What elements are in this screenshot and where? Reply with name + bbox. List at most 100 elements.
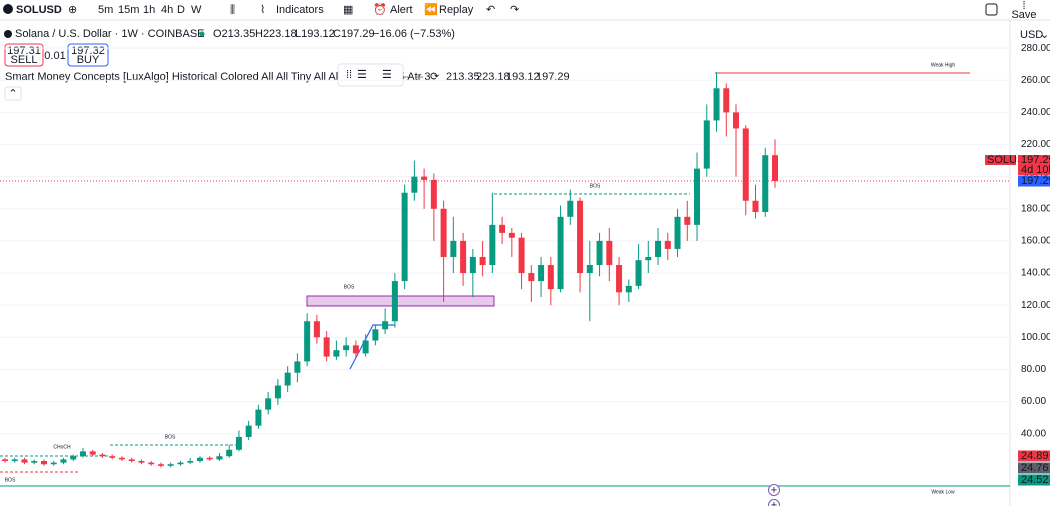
candle-body (518, 237, 525, 274)
annotation-label: Weak High (931, 62, 956, 68)
level-label: 24.89 (1021, 450, 1049, 462)
interval[interactable]: 4h (161, 4, 173, 16)
candle-body (664, 240, 671, 249)
candle-body (762, 155, 769, 212)
indicator-value: 223.18 (476, 71, 510, 83)
last-price: 197.29 (1021, 154, 1050, 166)
alert-icon[interactable]: ⏰ (373, 2, 387, 16)
top-toolbar: SOLUSD ⊕ ⫼ ⌇ Indicators ▦ ⏰ Alert ⏪ Repl… (0, 0, 1050, 21)
candle-body (616, 265, 623, 293)
candle-body (352, 345, 359, 354)
candle-body (294, 361, 301, 373)
indicator-value: 197.29 (536, 71, 570, 83)
annotation-label: BOS (344, 284, 355, 290)
buy-label[interactable]: BUY (77, 54, 100, 66)
candle-body (508, 232, 515, 238)
candle-body (421, 176, 428, 180)
candle-body (684, 216, 691, 225)
symbol[interactable]: SOLUSD (16, 4, 62, 16)
interval[interactable]: W (191, 4, 202, 16)
currency[interactable]: USD (1020, 29, 1043, 41)
drag-handle[interactable]: ⁞⁞ (346, 69, 352, 81)
candle-body (206, 457, 213, 460)
candle-body (235, 436, 242, 450)
interval[interactable]: 1h (143, 4, 155, 16)
candle-body (109, 456, 116, 458)
sell-button[interactable] (4, 43, 44, 67)
alert[interactable]: Alert (390, 4, 413, 16)
candle-body (694, 168, 701, 225)
candle-body (460, 240, 467, 274)
annotation-label: CHoCH (53, 444, 71, 450)
candle-body (586, 265, 593, 274)
y-tick-label: 120.00 (1021, 300, 1050, 311)
interval[interactable]: D (177, 4, 185, 16)
ohlc-low: L193.12 (295, 28, 335, 40)
candle-body (304, 321, 311, 362)
candle-body (313, 321, 320, 338)
indicator-value: 213.35 (446, 71, 480, 83)
level-label: 24.52 (1021, 474, 1049, 486)
candle-body (772, 155, 778, 181)
candle-body (440, 208, 447, 257)
interval[interactable]: 5m (98, 4, 113, 16)
replay[interactable]: Replay (439, 4, 474, 16)
candle-body (430, 179, 437, 209)
candle-body (596, 240, 603, 266)
indicators[interactable]: Indicators (276, 4, 324, 16)
candle-body (479, 256, 486, 266)
add-button[interactable] (768, 499, 780, 506)
candle-body (21, 459, 28, 463)
settings-icon-2[interactable]: ☰ (382, 69, 392, 81)
candle-body (60, 459, 67, 463)
candle-body (547, 265, 554, 290)
currency-caret[interactable]: ⌄ (1040, 29, 1049, 41)
candle-body (79, 451, 86, 457)
symbol-tag-box (985, 155, 1016, 165)
y-tick-label: 280.00 (1021, 43, 1050, 54)
save-icon[interactable]: ⁞ (1022, 0, 1025, 12)
candle-body (401, 192, 408, 282)
order-block (306, 295, 495, 307)
candle-body (489, 224, 496, 266)
candle-body (567, 200, 574, 217)
layouts[interactable]: ▦ (343, 4, 353, 16)
add-button[interactable] (768, 484, 780, 496)
buy-button[interactable] (67, 43, 109, 67)
y-tick-label: 160.00 (1021, 236, 1050, 247)
candle-body (362, 340, 369, 354)
save[interactable]: Save (1011, 9, 1036, 21)
replay-icon[interactable]: ⏪ (424, 3, 438, 16)
collapse-button[interactable] (4, 86, 22, 101)
candle-body (89, 451, 96, 455)
annotation-label: BOS (590, 183, 601, 189)
candle-body (245, 425, 252, 437)
candle-body (216, 456, 223, 460)
sell-label[interactable]: SELL (11, 54, 38, 66)
undo[interactable]: ↶ (486, 4, 495, 16)
collapse-icon[interactable]: ⌃ (8, 88, 17, 100)
add-symbol[interactable]: ⊕ (68, 4, 77, 16)
settings-icon[interactable]: ☰ (357, 69, 367, 81)
redo[interactable]: ↷ (510, 4, 519, 16)
candle-body (40, 461, 47, 465)
indicators-icon[interactable]: ⌇ (260, 4, 265, 16)
last-price-box (1018, 155, 1050, 165)
add-icon[interactable]: + (771, 484, 777, 496)
sync-icon: ⟳ (430, 71, 439, 83)
candle-body (733, 112, 740, 129)
level-label-box (1018, 462, 1050, 474)
candle-body (148, 462, 155, 465)
candle-body (703, 120, 710, 169)
candle-body (265, 398, 272, 410)
currency-box[interactable] (1016, 27, 1040, 41)
level-label-box (1018, 474, 1050, 486)
candle-body (713, 88, 720, 121)
interval[interactable]: 15m (118, 4, 139, 16)
countdown: 4d 10h (1021, 164, 1050, 176)
add-icon[interactable]: + (771, 499, 777, 506)
chart-type[interactable]: ⫼ (230, 4, 235, 16)
level-label-box (1018, 450, 1050, 462)
fullscreen[interactable] (985, 3, 998, 16)
